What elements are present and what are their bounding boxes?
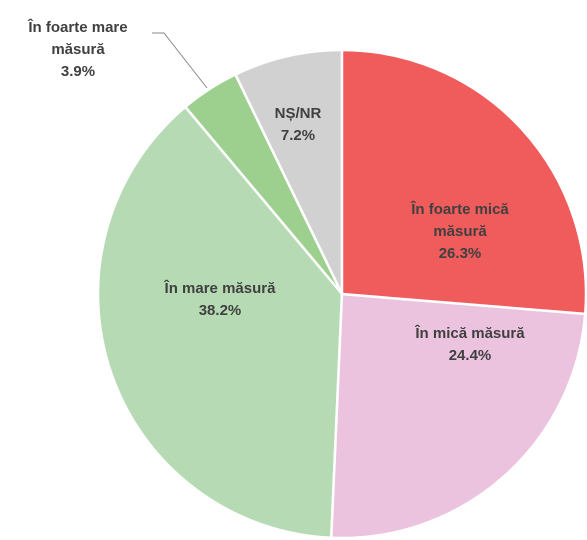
- value-label: 38.2%: [198, 302, 242, 319]
- slice-label: NȘ/NR 7.2%: [258, 103, 338, 147]
- pie-slice: [329, 292, 587, 540]
- pie-slice: [96, 105, 344, 540]
- category-label: În foarte mare măsură: [28, 19, 128, 58]
- category-label: În foarte mică măsură: [411, 201, 509, 240]
- value-label: 7.2%: [280, 127, 316, 144]
- category-label: În mare măsură: [164, 280, 276, 297]
- slice-label: În foarte mică măsură 26.3%: [385, 199, 535, 265]
- pie-slice: [340, 48, 587, 316]
- slice-label: În foarte mare măsură 3.9%: [13, 17, 143, 83]
- value-label: 26.3%: [438, 245, 482, 262]
- pie-slice: [233, 48, 344, 295]
- slice-label: În mică măsură 24.4%: [385, 323, 555, 367]
- slice-label: În mare măsură 38.2%: [135, 278, 305, 322]
- category-label: NȘ/NR: [274, 105, 322, 122]
- value-label: 24.4%: [448, 347, 492, 364]
- value-label: 3.9%: [60, 63, 96, 80]
- leader-line: [152, 32, 208, 89]
- category-label: În mică măsură: [415, 325, 525, 342]
